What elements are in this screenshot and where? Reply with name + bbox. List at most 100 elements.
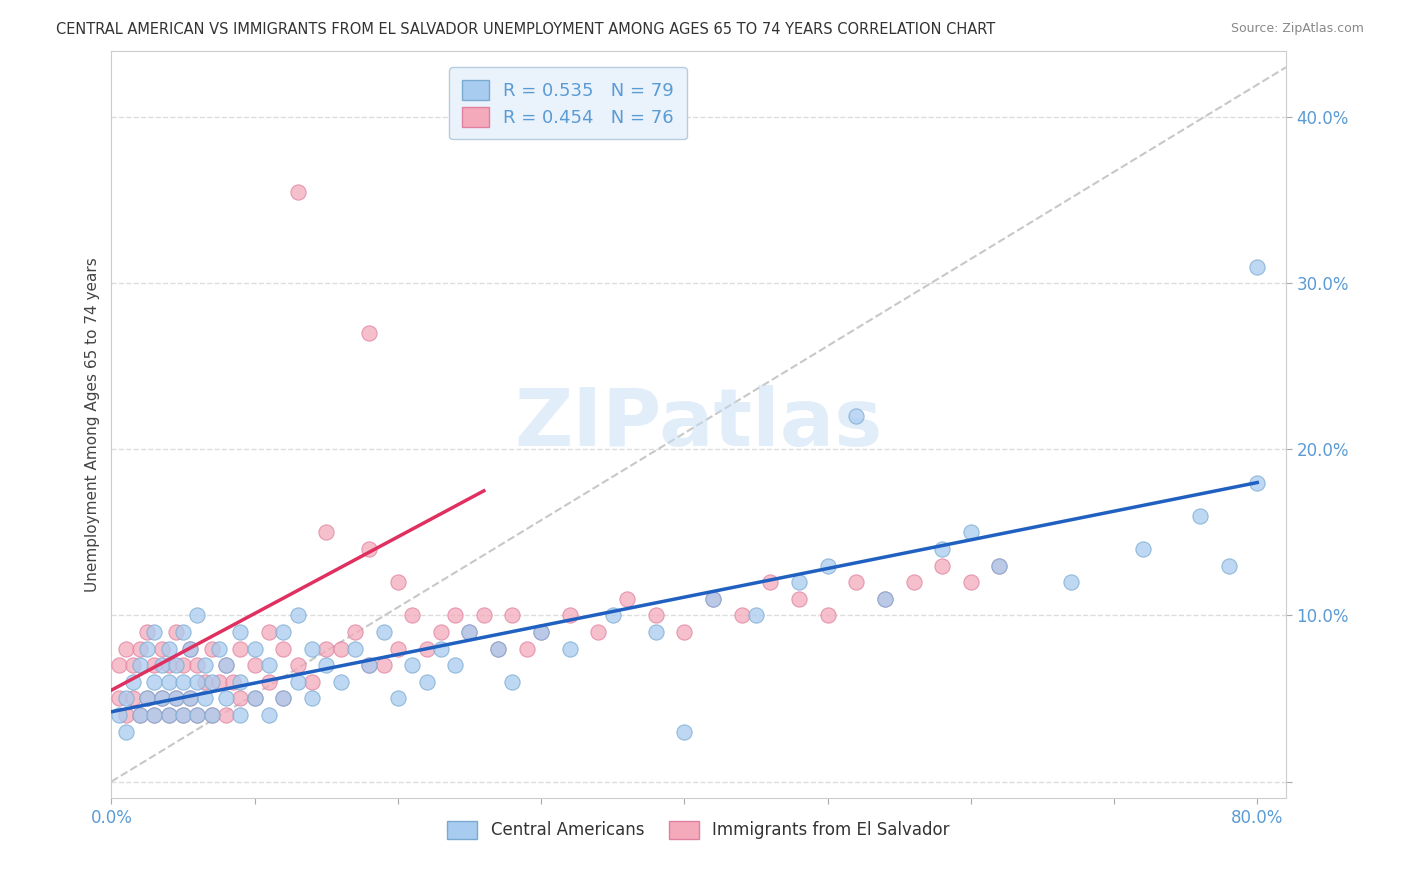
Point [201,708,224,723]
Point [107,658,129,673]
Point [730,608,752,623]
Point [257,625,280,640]
Point [287,674,309,689]
Point [271,625,294,640]
Point [387,641,409,656]
Point [486,641,509,656]
Point [229,708,252,723]
Point [903,575,925,590]
Point [143,658,166,673]
Point [444,608,467,623]
Point [150,691,173,706]
Point [387,691,409,706]
Point [359,541,381,556]
Point [588,625,610,640]
Point [165,625,187,640]
Point [430,625,453,640]
Point [301,674,323,689]
Point [301,691,323,706]
Point [787,575,810,590]
Point [301,641,323,656]
Point [458,625,481,640]
Point [143,708,166,723]
Point [229,691,252,706]
Point [243,641,266,656]
Point [165,691,187,706]
Point [114,708,136,723]
Point [243,691,266,706]
Point [271,691,294,706]
Point [201,674,224,689]
Point [229,674,252,689]
Point [558,608,581,623]
Point [501,608,523,623]
Point [136,641,159,656]
Point [817,558,839,573]
Point [873,591,896,606]
Point [931,558,953,573]
Point [208,674,231,689]
Point [186,674,208,689]
Point [817,608,839,623]
Point [315,641,337,656]
Point [444,658,467,673]
Point [129,658,152,673]
Point [959,525,981,540]
Point [287,608,309,623]
Point [673,724,696,739]
Point [1246,475,1268,490]
Point [150,641,173,656]
Point [179,641,201,656]
Point [1218,558,1240,573]
Point [229,641,252,656]
Point [702,591,724,606]
Point [257,708,280,723]
Point [359,326,381,340]
Point [165,691,187,706]
Point [157,708,180,723]
Point [1060,575,1083,590]
Point [186,608,208,623]
Point [287,658,309,673]
Point [157,708,180,723]
Point [179,691,201,706]
Point [329,674,352,689]
Point [644,608,666,623]
Point [122,658,145,673]
Point [931,541,953,556]
Point [150,691,173,706]
Point [271,691,294,706]
Point [222,674,245,689]
Point [315,525,337,540]
Point [257,674,280,689]
Point [193,674,215,689]
Point [472,608,495,623]
Point [343,641,366,656]
Point [114,691,136,706]
Point [702,591,724,606]
Point [530,625,553,640]
Point [373,658,395,673]
Point [873,591,896,606]
Point [243,691,266,706]
Point [136,625,159,640]
Point [172,708,194,723]
Point [415,674,437,689]
Point [287,185,309,199]
Point [257,658,280,673]
Point [359,658,381,673]
Point [759,575,782,590]
Text: ZIPatlas: ZIPatlas [515,385,883,464]
Point [215,708,238,723]
Point [165,658,187,673]
Point [616,591,638,606]
Point [1188,508,1211,523]
Point [401,608,423,623]
Point [430,641,453,656]
Point [845,409,868,423]
Point [359,658,381,673]
Point [129,641,152,656]
Point [315,658,337,673]
Point [501,674,523,689]
Point [243,658,266,673]
